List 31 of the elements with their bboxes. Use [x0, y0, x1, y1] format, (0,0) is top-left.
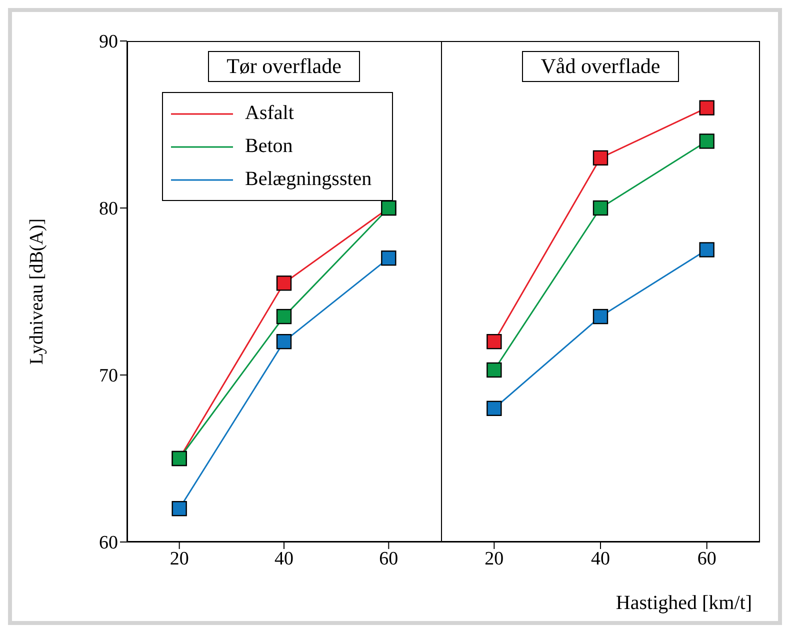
point	[486, 400, 502, 416]
point	[486, 362, 502, 378]
x-tick-label: 60	[697, 548, 716, 570]
point	[486, 334, 502, 350]
y-tick-label: 60	[99, 532, 118, 554]
point	[699, 242, 714, 258]
point	[276, 308, 292, 324]
x-tick-label: 60	[379, 548, 398, 570]
legend-label: Beton	[245, 135, 293, 158]
y-tick-label: 70	[99, 366, 118, 387]
text: Tør overflade	[208, 51, 360, 82]
point	[276, 276, 292, 291]
point	[699, 100, 714, 116]
x-tick-label: 20	[170, 548, 189, 570]
point	[592, 308, 608, 324]
point	[699, 134, 714, 149]
x-tick-label: 20	[484, 548, 504, 570]
y-tick-label: 80	[99, 198, 118, 220]
point	[592, 200, 608, 216]
y-tick-label: 90	[99, 32, 118, 53]
x-axis-title: Hastighed [km/t]	[616, 592, 752, 615]
point	[276, 334, 292, 350]
legend-label: Belægningssten	[245, 168, 372, 191]
text: Våd overflade	[522, 51, 680, 82]
point	[381, 250, 396, 266]
legend-label: Asfalt	[245, 102, 294, 125]
point	[172, 501, 187, 516]
x-tick-label: 40	[591, 548, 610, 570]
y-axis-title: Lydniveau [dB(A)]	[26, 218, 48, 365]
x-tick-label: 40	[274, 548, 294, 570]
point	[592, 150, 608, 166]
